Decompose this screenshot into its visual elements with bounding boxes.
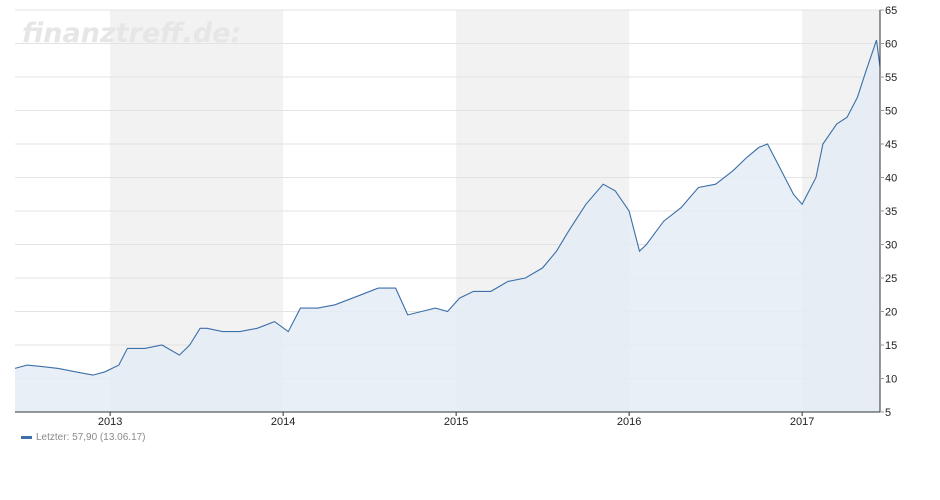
price-line [14, 39, 881, 376]
x-axis-ticks: 2013 2014 2015 2016 2017 [98, 412, 814, 428]
y-tick-label: 60 [885, 39, 897, 51]
watermark: finanztreff.de: [22, 18, 241, 49]
legend-text: Letzter: 57,90 (13.06.17) [36, 432, 146, 443]
y-tick-label: 65 [885, 5, 897, 17]
legend-swatch [21, 436, 32, 439]
x-tick-label: 2017 [790, 416, 814, 428]
y-tick-label: 15 [885, 340, 897, 352]
x-tick-label: 2013 [98, 416, 122, 428]
y-axis-ticks: 5 10 15 20 25 30 35 40 45 50 55 60 65 [880, 5, 897, 419]
legend: Letzter: 57,90 (13.06.17) [21, 432, 146, 443]
y-tick-label: 30 [885, 240, 897, 252]
y-tick-label: 45 [885, 139, 897, 151]
y-tick-label: 50 [885, 106, 897, 118]
x-tick-label: 2014 [271, 416, 295, 428]
y-tick-label: 25 [885, 273, 897, 285]
y-tick-label: 5 [885, 407, 891, 419]
y-tick-label: 20 [885, 307, 897, 319]
price-area [15, 40, 880, 412]
y-tick-label: 10 [885, 374, 897, 386]
y-tick-label: 55 [885, 72, 897, 84]
y-tick-label: 40 [885, 173, 897, 185]
y-tick-label: 35 [885, 206, 897, 218]
x-tick-label: 2015 [444, 416, 468, 428]
x-tick-label: 2016 [617, 416, 641, 428]
